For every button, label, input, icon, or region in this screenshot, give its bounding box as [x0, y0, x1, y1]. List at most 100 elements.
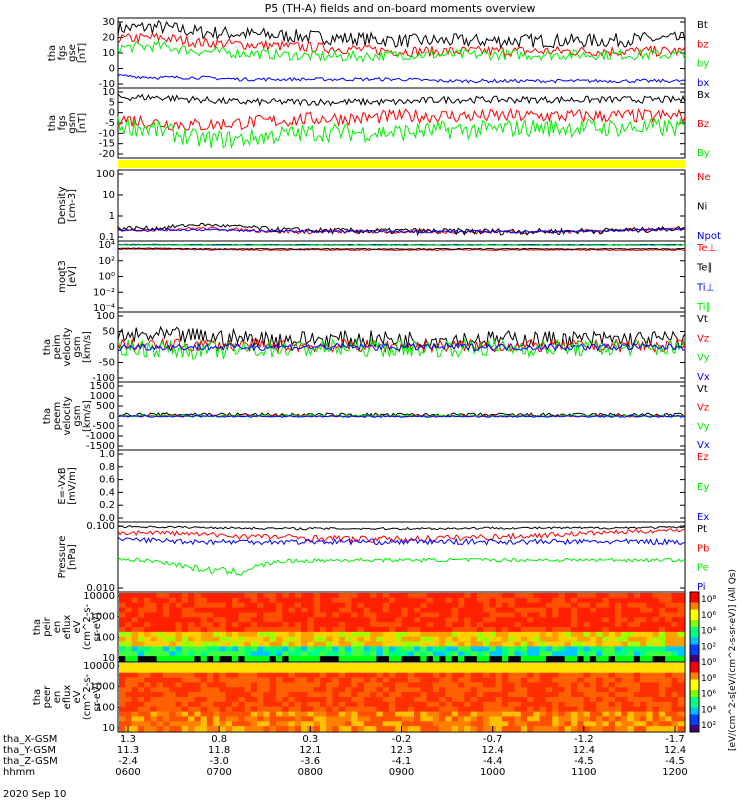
peer-spectrogram-cell	[119, 692, 126, 698]
peir-spectrogram-cell	[263, 636, 271, 643]
peir-spectrogram-cell	[552, 612, 560, 618]
peir-spectrogram-cell	[213, 612, 221, 618]
peer-spectrogram-cell	[414, 721, 421, 727]
peir-spectrogram-cell	[520, 617, 528, 623]
peer-spectrogram-cell	[294, 663, 302, 669]
peer-spectrogram-cell	[627, 706, 635, 713]
colorbar-cell	[690, 704, 699, 708]
peir-spectrogram-cell	[250, 651, 258, 657]
peer-spectrogram-cell	[640, 663, 647, 669]
peir-spectrogram-cell	[539, 612, 547, 618]
peer-spectrogram-cell	[414, 726, 421, 732]
x-axis-tick-label: 0700	[206, 767, 231, 778]
peir-spectrogram-cell	[131, 651, 139, 657]
peer-spectrogram-cell	[250, 692, 258, 698]
peer-spectrogram-cell	[527, 692, 534, 698]
peer-spectrogram-cell	[137, 711, 145, 718]
peir-spectrogram-cell	[451, 641, 459, 648]
peer-spectrogram-cell	[338, 721, 346, 727]
peir-spectrogram-cell	[188, 631, 195, 638]
peer-spectrogram-cell	[169, 697, 177, 703]
peir-spectrogram-cell	[596, 612, 603, 618]
peir-spectrogram-cell	[508, 617, 516, 623]
peir-spectrogram-cell	[194, 656, 202, 662]
peer-spectrogram-cell	[671, 721, 679, 727]
peir-spectrogram-cell	[621, 641, 629, 648]
peer-spectrogram-cell	[313, 687, 321, 693]
peir-spectrogram-cell	[181, 593, 189, 599]
peer-spectrogram-cell	[162, 687, 170, 693]
peer-spectrogram-cell	[489, 682, 497, 688]
peir-spectrogram-cell	[263, 641, 271, 648]
peir-spectrogram-cell	[558, 622, 566, 628]
peer-spectrogram-cell	[313, 677, 321, 684]
peer-spectrogram-cell	[194, 687, 202, 693]
peer-spectrogram-cell	[476, 721, 484, 727]
peer-spectrogram-cell	[125, 701, 133, 708]
peer-spectrogram-cell	[508, 667, 516, 674]
peer-spectrogram-cell	[319, 721, 327, 727]
peir-spectrogram-cell	[476, 597, 484, 604]
peir-spectrogram-cell	[326, 622, 334, 628]
peir-spectrogram-cell	[206, 617, 214, 623]
peer-spectrogram-cell	[313, 721, 321, 727]
peir-spectrogram-cell	[533, 602, 541, 609]
peir-spectrogram-ylabel: eflux	[62, 615, 73, 640]
peir-spectrogram-cell	[458, 607, 465, 614]
peir-spectrogram-cell	[652, 627, 660, 633]
peer-spectrogram-cell	[489, 721, 497, 727]
peer-spectrogram-cell	[219, 677, 227, 684]
peir-spectrogram-cell	[188, 622, 195, 628]
peer-spectrogram-cell	[250, 711, 258, 718]
peir-spectrogram-cell	[527, 641, 534, 648]
peir-spectrogram-cell	[489, 612, 497, 618]
peer-spectrogram-cell	[533, 687, 541, 693]
peir-spectrogram-cell	[633, 636, 641, 643]
peir-spectrogram-cell	[414, 646, 421, 652]
peir-spectrogram-cell	[301, 627, 308, 633]
peir-spectrogram-cell	[602, 622, 610, 628]
peir-spectrogram-cell	[288, 656, 296, 662]
colorbar-cell	[690, 648, 699, 652]
peir-spectrogram-cell	[144, 651, 151, 657]
peir-spectrogram-cell	[282, 651, 290, 657]
colorbar-cell	[690, 679, 699, 684]
peer-spectrogram-cell	[627, 667, 635, 674]
peir-spectrogram-cell	[125, 602, 133, 609]
temperature-ytick-label: 10⁻⁴	[93, 303, 115, 314]
peir-spectrogram-cell	[470, 617, 478, 623]
peer-spectrogram-cell	[508, 672, 516, 679]
peer-spectrogram-cell	[470, 672, 478, 679]
peer-spectrogram-cell	[583, 706, 591, 713]
peir-spectrogram-cell	[640, 646, 647, 652]
peir-spectrogram-cell	[363, 607, 371, 614]
peir-spectrogram-cell	[596, 602, 603, 609]
peir-spectrogram-cell	[319, 607, 327, 614]
peer-spectrogram-cell	[640, 687, 647, 693]
peir-spectrogram-cell	[432, 617, 440, 623]
peir-spectrogram-cell	[175, 597, 183, 604]
peer-spectrogram-cell	[326, 663, 334, 669]
peir-spectrogram-cell	[627, 627, 635, 633]
peir-spectrogram-cell	[483, 593, 490, 599]
peir-spectrogram-cell	[533, 636, 541, 643]
peer-spectrogram-cell	[319, 667, 327, 674]
peer-spectrogram-cell	[476, 716, 484, 722]
peer-spectrogram-cell	[269, 677, 277, 684]
peer-spectrogram-cell	[188, 701, 195, 708]
peer-spectrogram-cell	[238, 721, 246, 727]
peir-spectrogram-cell	[275, 617, 283, 623]
peer-spectrogram-cell	[200, 701, 208, 708]
peir-spectrogram-cell	[376, 597, 384, 604]
peer-spectrogram-cell	[282, 726, 290, 732]
peer-spectrogram-cell	[602, 726, 610, 732]
peir-spectrogram-cell	[200, 612, 208, 618]
peir-spectrogram-cell	[206, 593, 214, 599]
peir-spectrogram-cell	[351, 646, 359, 652]
peir-spectrogram-cell	[520, 622, 528, 628]
peir-spectrogram-cell	[677, 607, 685, 614]
peer-spectrogram-cell	[527, 672, 534, 679]
peir-spectrogram-cell	[451, 602, 459, 609]
peir-spectrogram-cell	[420, 622, 428, 628]
